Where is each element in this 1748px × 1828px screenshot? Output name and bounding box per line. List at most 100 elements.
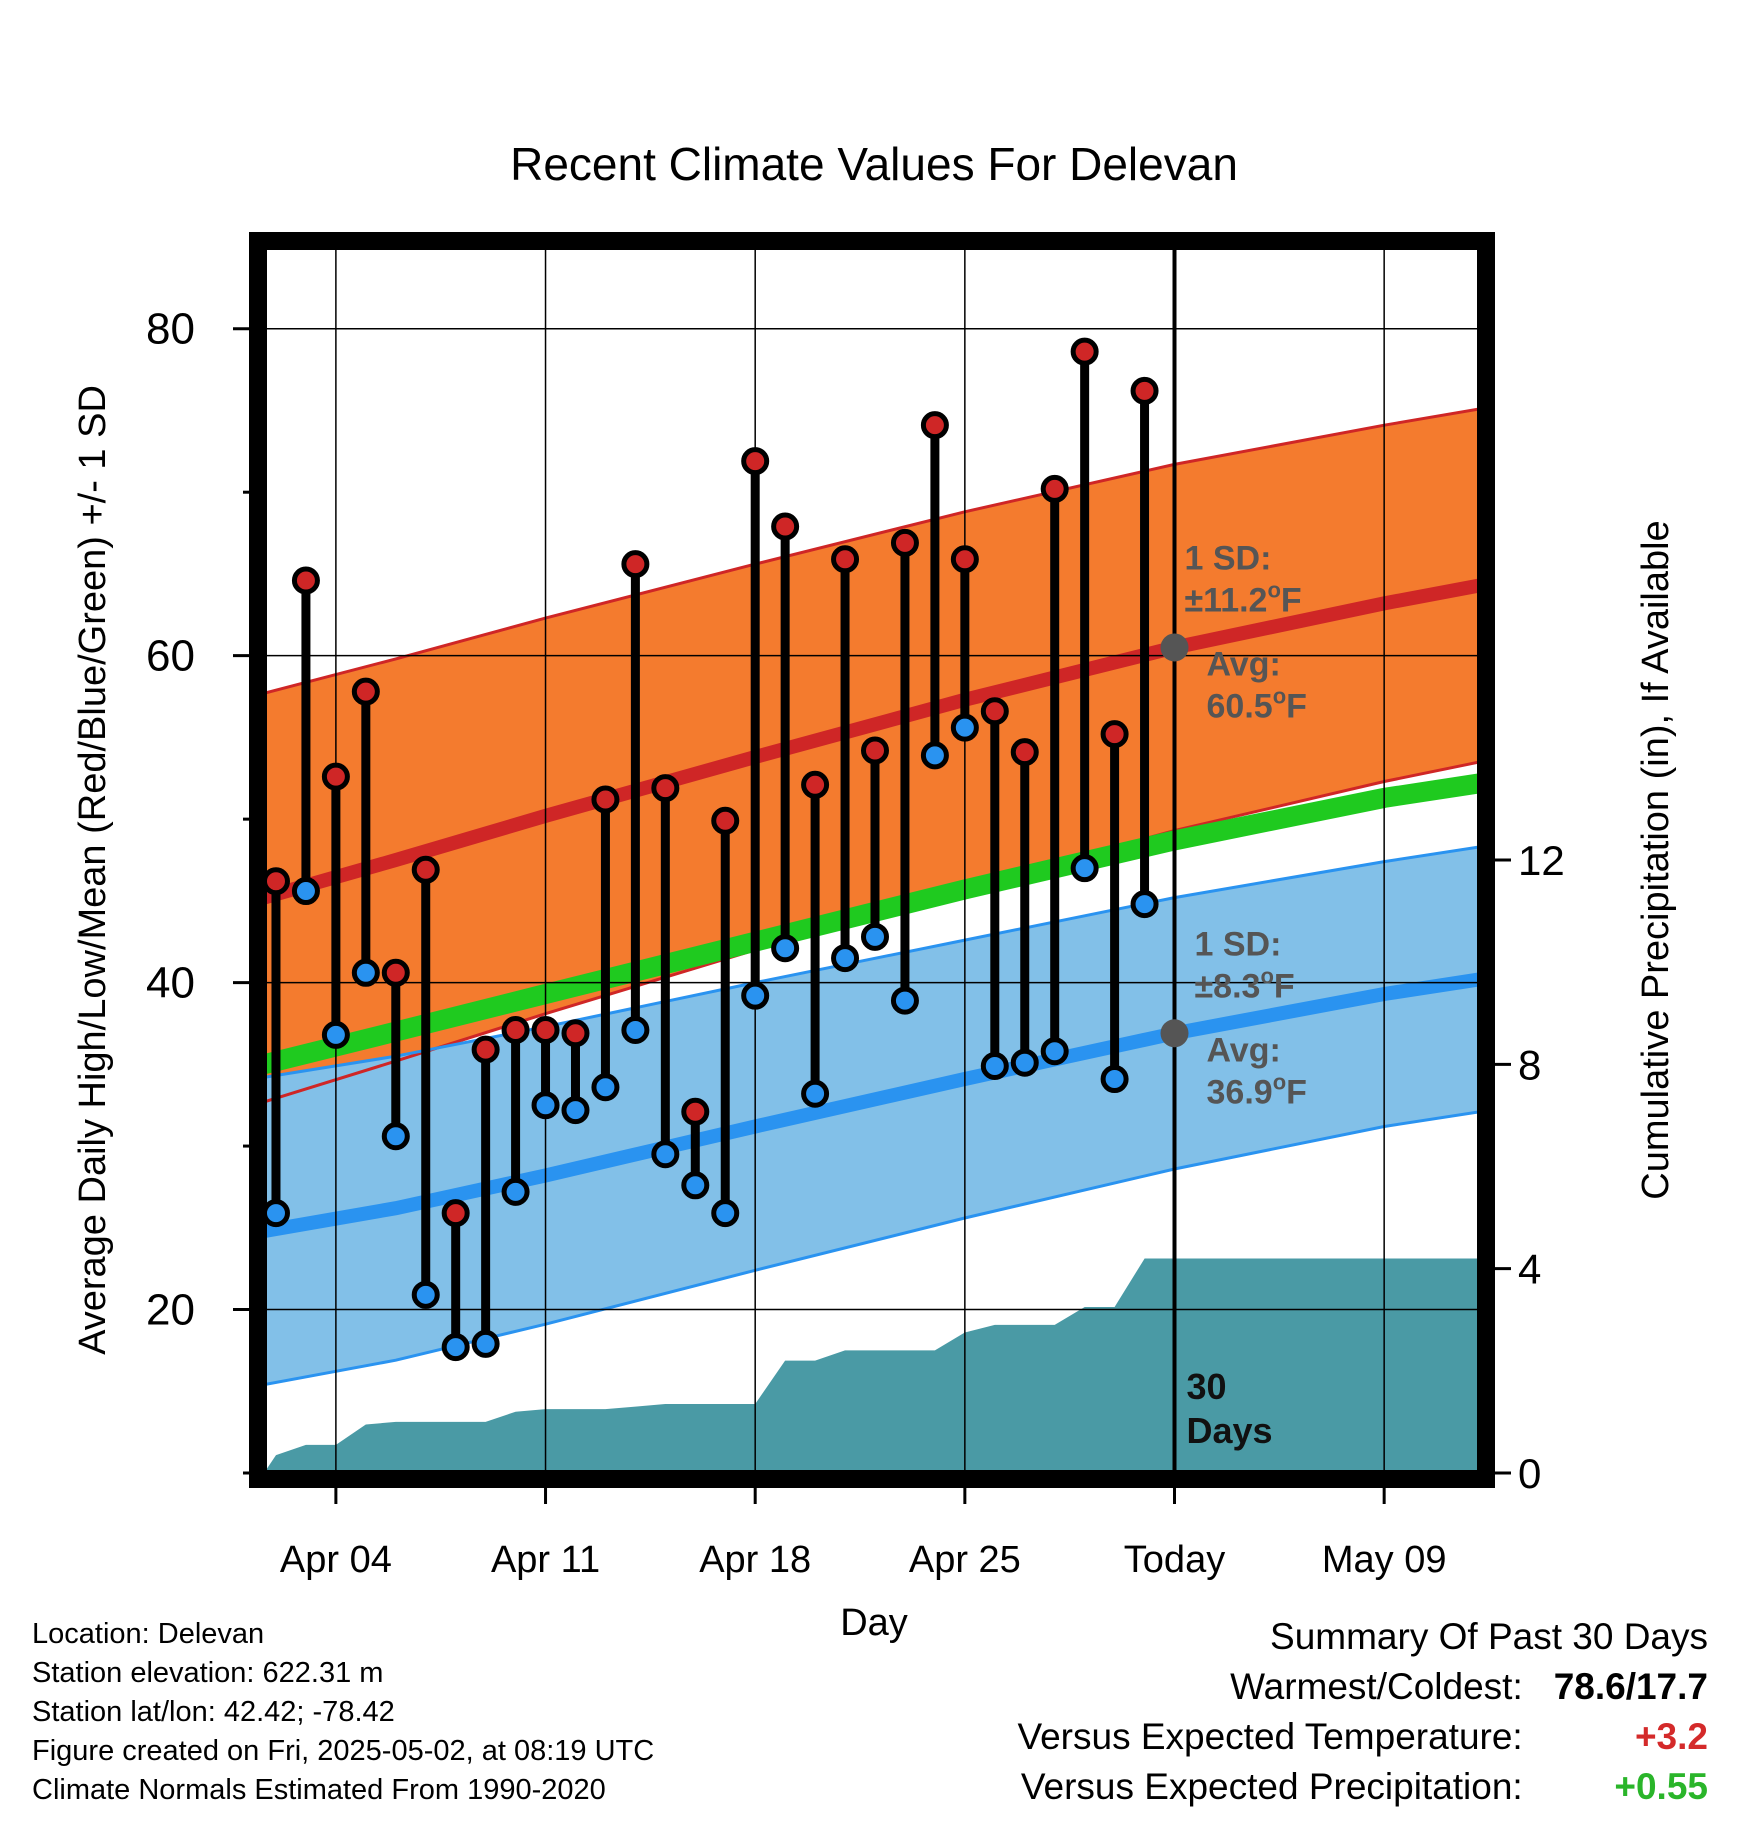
y2-tick-label: 8 (1518, 1041, 1541, 1088)
daily-high-point (591, 785, 620, 814)
daily-low-point (950, 713, 979, 742)
daily-low-point (920, 741, 949, 770)
high-avg-label: Avg: (1207, 645, 1281, 683)
daily-low-point (291, 877, 320, 906)
daily-high-point (950, 545, 979, 574)
daily-high-point (831, 545, 860, 574)
x-tick-label: May 09 (1322, 1539, 1447, 1581)
x-tick-label: Apr 25 (909, 1539, 1021, 1581)
daily-low-point (531, 1091, 560, 1120)
daily-low-point (351, 958, 380, 987)
daily-low-point (980, 1051, 1009, 1080)
daily-high-point (801, 770, 830, 799)
daily-high-point (1040, 474, 1069, 503)
daily-high-point (771, 512, 800, 541)
daily-low-point (381, 1122, 410, 1151)
precip-label: Versus Expected Precipitation: (1020, 1766, 1523, 1807)
daily-high-point (291, 566, 320, 595)
high-avg-value: 60.5oF (1207, 683, 1307, 725)
y-tick-label: 80 (146, 305, 195, 354)
daily-low-point (741, 981, 770, 1010)
daily-low-point (711, 1199, 740, 1228)
low-avg-label: Avg: (1207, 1031, 1281, 1069)
plot-frame (249, 232, 1495, 1488)
x-tick-label: Apr 18 (699, 1539, 811, 1581)
y2-tick-label: 12 (1518, 837, 1565, 884)
y2-tick-label: 4 (1518, 1246, 1541, 1293)
daily-high-point (711, 806, 740, 835)
y-tick-label: 40 (146, 959, 195, 1008)
low-sd-value: ±8.3oF (1195, 963, 1295, 1005)
daily-low-point (561, 1096, 590, 1125)
y-axis-label: Average Daily High/Low/Mean (Red/Blue/Gr… (72, 385, 114, 1355)
created-text: Figure created on Fri, 2025-05-02, at 08… (32, 1735, 655, 1767)
daily-high-point (264, 867, 290, 896)
days-count-number: 30 (1187, 1366, 1227, 1407)
daily-low-point (321, 1020, 350, 1049)
station-info: Location: Delevan Station elevation: 622… (32, 1615, 654, 1810)
daily-high-point (741, 447, 770, 476)
daily-low-point (621, 1016, 650, 1045)
precip-value: +0.55 (1614, 1766, 1708, 1807)
daily-high-point (321, 762, 350, 791)
y2-tick-label: 0 (1518, 1450, 1541, 1497)
location-text: Location: Delevan (32, 1618, 265, 1650)
daily-high-point (651, 774, 680, 803)
summary-warmest-row: Warmest/Coldest: 78.6/17.7 (1017, 1662, 1708, 1712)
high-sd-label: 1 SD: (1185, 539, 1272, 577)
daily-high-point (920, 411, 949, 440)
high-sd-upper-line (264, 407, 1480, 695)
summary-precip-row: Versus Expected Precipitation: +0.55 (1017, 1762, 1708, 1812)
daily-low-point (1040, 1037, 1069, 1066)
mean-normal-line (264, 773, 1480, 1075)
daily-high-point (1100, 720, 1129, 749)
daily-low-point (771, 934, 800, 963)
daily-low-point (890, 986, 919, 1015)
daily-high-point (441, 1199, 470, 1228)
daily-high-point (1070, 337, 1099, 366)
daily-low-point (411, 1280, 440, 1309)
daily-high-point (980, 697, 1009, 726)
daily-high-point (561, 1019, 590, 1048)
warmest-value: 78.6/17.7 (1553, 1666, 1708, 1707)
x-axis-label: Day (840, 1602, 908, 1644)
low-avg-value: 36.9oF (1207, 1069, 1307, 1111)
low-avg-marker (1160, 1019, 1189, 1048)
daily-high-point (621, 550, 650, 579)
y2-axis-label: Cumulative Precipitation (in), If Availa… (1635, 520, 1677, 1199)
warmest-label: Warmest/Coldest: (1230, 1666, 1523, 1707)
temp-value: +3.2 (1634, 1716, 1708, 1757)
normals-text: Climate Normals Estimated From 1990-2020 (32, 1774, 606, 1806)
daily-low-point (264, 1199, 290, 1228)
y-tick-label: 60 (146, 632, 195, 681)
temp-label: Versus Expected Temperature: (1017, 1716, 1523, 1757)
daily-low-point (1100, 1065, 1129, 1094)
low-sd-lower-line (264, 1110, 1480, 1387)
high-avg-marker (1160, 633, 1189, 662)
daily-high-point (1010, 738, 1039, 767)
high-normal-line (264, 578, 1480, 905)
daily-high-point (681, 1097, 710, 1126)
daily-low-point (681, 1171, 710, 1200)
summary-temp-row: Versus Expected Temperature: +3.2 (1017, 1712, 1708, 1762)
elevation-text: Station elevation: 622.31 m (32, 1657, 384, 1689)
daily-low-point (441, 1333, 470, 1362)
daily-low-point (1130, 890, 1159, 919)
high-sd-value: ±11.2oF (1185, 577, 1302, 619)
daily-low-point (831, 944, 860, 973)
daily-high-point (411, 855, 440, 884)
days-count-unit: Days (1187, 1410, 1273, 1451)
daily-low-point (501, 1177, 530, 1206)
x-tick-label: Today (1124, 1539, 1225, 1581)
daily-low-point (1070, 854, 1099, 883)
daily-low-point (1010, 1048, 1039, 1077)
x-tick-label: Apr 04 (280, 1539, 392, 1581)
summary-panel: Summary Of Past 30 Days Warmest/Coldest:… (1017, 1612, 1708, 1812)
daily-low-point (471, 1329, 500, 1358)
daily-low-point (801, 1079, 830, 1108)
x-tick-label: Apr 11 (491, 1539, 600, 1581)
low-sd-label: 1 SD: (1195, 925, 1282, 963)
daily-low-point (860, 922, 889, 951)
